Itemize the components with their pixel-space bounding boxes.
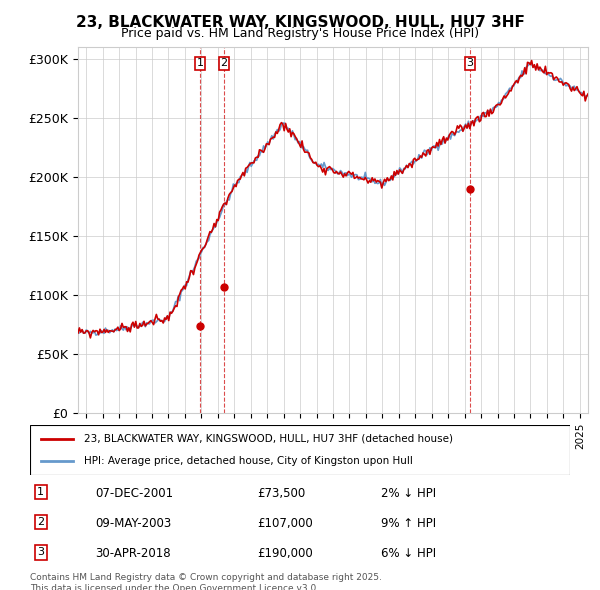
Text: HPI: Average price, detached house, City of Kingston upon Hull: HPI: Average price, detached house, City… xyxy=(84,456,413,466)
Text: 6% ↓ HPI: 6% ↓ HPI xyxy=(381,548,436,560)
Text: Contains HM Land Registry data © Crown copyright and database right 2025.
This d: Contains HM Land Registry data © Crown c… xyxy=(30,573,382,590)
Text: £73,500: £73,500 xyxy=(257,487,305,500)
Text: 9% ↑ HPI: 9% ↑ HPI xyxy=(381,517,436,530)
Text: 2: 2 xyxy=(220,58,227,68)
Text: 1: 1 xyxy=(197,58,204,68)
Text: £190,000: £190,000 xyxy=(257,548,313,560)
Text: 3: 3 xyxy=(37,548,44,558)
Text: £107,000: £107,000 xyxy=(257,517,313,530)
Text: 23, BLACKWATER WAY, KINGSWOOD, HULL, HU7 3HF: 23, BLACKWATER WAY, KINGSWOOD, HULL, HU7… xyxy=(76,15,524,30)
Text: 3: 3 xyxy=(467,58,473,68)
Text: 1: 1 xyxy=(37,487,44,497)
Text: 09-MAY-2003: 09-MAY-2003 xyxy=(95,517,171,530)
Text: Price paid vs. HM Land Registry's House Price Index (HPI): Price paid vs. HM Land Registry's House … xyxy=(121,27,479,40)
Text: 07-DEC-2001: 07-DEC-2001 xyxy=(95,487,173,500)
Text: 2: 2 xyxy=(37,517,44,527)
Text: 23, BLACKWATER WAY, KINGSWOOD, HULL, HU7 3HF (detached house): 23, BLACKWATER WAY, KINGSWOOD, HULL, HU7… xyxy=(84,434,453,444)
Text: 2% ↓ HPI: 2% ↓ HPI xyxy=(381,487,436,500)
Text: 30-APR-2018: 30-APR-2018 xyxy=(95,548,170,560)
FancyBboxPatch shape xyxy=(30,425,570,475)
